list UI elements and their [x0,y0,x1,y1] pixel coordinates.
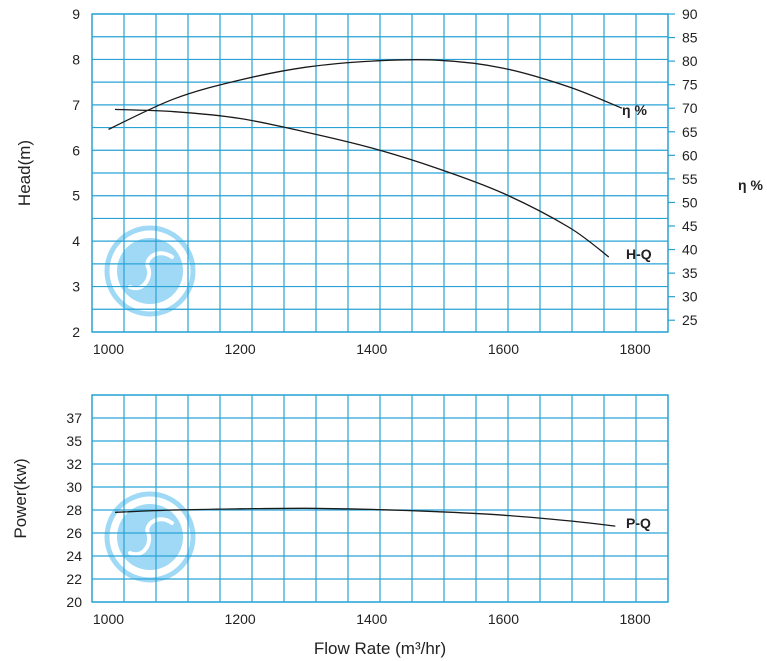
top-y2-tick-label: 30 [682,289,698,305]
top-y-tick-label: 9 [72,6,80,22]
top-logo-ring [104,225,196,317]
head-efficiency-chart: 1000 1200 1400 1600 180023456789253035404550… [15,6,763,357]
top-y-tick-label: 6 [72,142,80,158]
efficiency-curve-label: η % [622,102,647,118]
head-curve-label: H-Q [626,246,652,262]
top-y2-axis-title: η % [738,177,763,193]
top-y-tick-label: 8 [72,51,80,67]
top-y2-tick-label: 50 [682,194,698,210]
bottom-y-tick-label: 22 [66,571,82,587]
top-x-tick-label: 1600 [488,341,519,357]
top-y2-tick-label: 70 [682,100,698,116]
top-y2-tick-label: 35 [682,265,698,281]
x-axis-title: Flow Rate (m³/hr) [314,639,446,658]
top-plot-frame [91,13,669,333]
bottom-y-tick-label: 20 [66,594,82,610]
bottom-y-tick-label: 26 [66,525,82,541]
bottom-logo-arc-lower [139,542,188,575]
top-y2-tick-label: 25 [682,312,698,328]
top-y2-tick-label: 60 [682,147,698,163]
top-logo-arc-upper [112,233,161,266]
top-y2-tick-label: 45 [682,218,698,234]
top-y2-tick-label: 75 [682,77,698,93]
bottom-logo-arc-upper [112,499,161,532]
top-logo-arc-lower [139,276,188,309]
top-x-tick-label: 1000 [93,341,124,357]
bottom-y-tick-label: 30 [66,479,82,495]
top-y-tick-label: 5 [72,188,80,204]
top-y-tick-label: 3 [72,279,80,295]
bottom-y-tick-label: 32 [66,456,82,472]
bottom-x-tick-label: 1400 [356,611,387,627]
head-curve [114,108,610,258]
bottom-x-tick-label: 1800 [620,611,651,627]
power-curve-label: P-Q [626,515,651,531]
top-y-axis-title: Head(m) [15,140,34,206]
top-y2-tick-label: 80 [682,53,698,69]
top-y2-tick-label: 90 [682,6,698,22]
bottom-y-axis-title: Power(kw) [11,458,30,538]
top-y2-tick-label: 65 [682,124,698,140]
swirl-logo-icon [104,491,196,583]
top-x-tick-label: 1400 [356,341,387,357]
top-y-tick-label: 7 [72,97,80,113]
bottom-x-tick-label: 1200 [225,611,256,627]
bottom-y-tick-label: 35 [66,433,82,449]
top-x-tick-label: 1800 [620,341,651,357]
power-curve [114,507,616,527]
power-chart: 1000 1200 1400 1600 1800 20 22 24 26 28 30 32 35 37 Po… [11,394,669,658]
bottom-x-tick-label: 1600 [488,611,519,627]
bottom-plot-frame [91,394,669,603]
bottom-y-tick-label: 24 [66,548,82,564]
top-y-tick-label: 2 [72,324,80,340]
swirl-logo-icon [104,225,196,317]
top-grid [91,13,669,333]
efficiency-curve [108,58,623,130]
top-y2-tick-label: 85 [682,30,698,46]
bottom-logo-ring [104,491,196,583]
top-x-tick-label: 1200 [225,341,256,357]
bottom-y-tick-label: 28 [66,502,82,518]
bottom-x-tick-label: 1000 [93,611,124,627]
bottom-grid [91,394,669,603]
top-y-tick-label: 4 [72,233,80,249]
top-y2-tick-label: 55 [682,171,698,187]
bottom-y-tick-label: 37 [66,410,82,426]
top-y2-tick-label: 40 [682,242,698,258]
